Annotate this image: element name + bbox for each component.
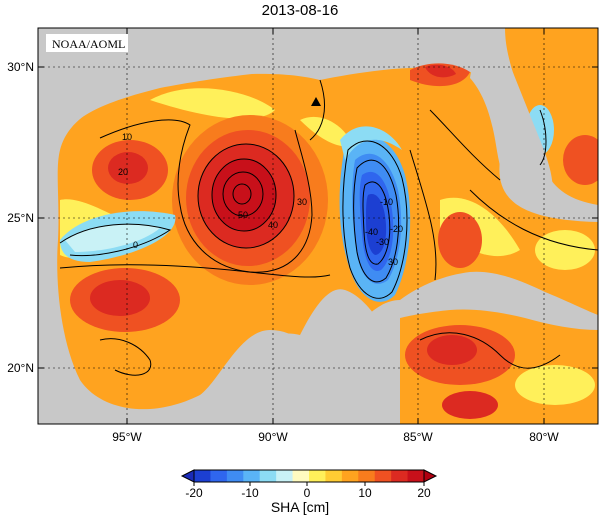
yellow-band-loop (300, 116, 352, 147)
contour-label: -40 (365, 227, 378, 237)
contour-lines (59, 79, 598, 376)
warm-eddy-west-core (108, 152, 148, 184)
contour-label: 30 (388, 257, 398, 267)
colorbar-segment (309, 470, 326, 482)
warm-atlantic (563, 135, 598, 185)
colorbar-segment (325, 470, 343, 482)
contour-label: 10 (122, 132, 132, 142)
warm-eddy-sw-core (90, 280, 150, 316)
colorbar-segment (407, 470, 425, 482)
lon-label-85w: 85°W (403, 430, 433, 444)
contour-label: -20 (390, 224, 403, 234)
grid-lines (38, 28, 598, 424)
colorbar-segment (243, 470, 261, 482)
contour-label: 0 (133, 240, 138, 250)
colorbar-ticks: -20 -10 0 10 20 (185, 486, 431, 500)
cold-tongue-west-core (65, 224, 160, 252)
map-frame (37, 27, 599, 425)
map-title: 2013-08-16 (261, 2, 339, 19)
ocean-fields: 10 20 30 40 50 0 -10 -20 -30 -40 30 (38, 28, 598, 424)
colorbar-segment (194, 470, 211, 482)
colorbar-segment (210, 470, 228, 482)
lat-label-25n: 25°N (7, 211, 34, 225)
contour-label: -10 (380, 197, 393, 207)
red-spot-ne (425, 64, 456, 78)
colorbar-tick: 0 (304, 486, 311, 500)
credit-box: NOAA/AOML (46, 34, 128, 52)
contour-label: 20 (118, 167, 128, 177)
mexico-coast (38, 180, 400, 424)
colorbar-segment (341, 470, 359, 482)
warm-east-carib (438, 212, 482, 268)
colorbar-segment (391, 470, 409, 482)
tick-marks (38, 28, 598, 424)
cold-ring-light (340, 126, 402, 160)
yellow-carib (515, 365, 595, 405)
contour-label: -30 (376, 237, 389, 247)
cuba (400, 271, 598, 330)
colorbar-min-arrow (180, 469, 195, 483)
florida-peninsula (470, 28, 553, 211)
colorbar-tick: 20 (417, 486, 431, 500)
lon-label-80w: 80°W (529, 430, 559, 444)
bahamas (560, 198, 585, 213)
colorbar-label: SHA [cm] (270, 499, 330, 515)
colorbar-tick: 10 (358, 486, 372, 500)
colorbar-frame (193, 469, 425, 483)
lon-label-95w: 95°W (112, 430, 142, 444)
colorbar-segment (374, 470, 392, 482)
cold-eddy-center (366, 194, 387, 255)
yellow-band-north (150, 88, 275, 119)
colorbar-max-arrow (423, 469, 438, 483)
lat-label-20n: 20°N (7, 361, 34, 375)
warm-carib-2 (442, 391, 498, 419)
colorbar-tick: -10 (241, 486, 259, 500)
colorbar-segment (259, 470, 277, 482)
colorbar-segment (276, 470, 294, 482)
yucatan (300, 289, 385, 353)
us-gulf-coast (38, 28, 505, 180)
credit-label: NOAA/AOML (52, 37, 125, 51)
buoy-marker-triangle (311, 97, 321, 106)
colorbar (180, 469, 438, 486)
colorbar-segment (292, 470, 310, 482)
colorbar-segment (358, 470, 376, 482)
contour-label: 30 (297, 197, 307, 207)
lat-label-30n: 30°N (7, 60, 34, 74)
contour-label: 50 (238, 210, 248, 220)
warm-eddy-center (212, 159, 276, 231)
warm-carib-1-core (427, 335, 477, 365)
colorbar-tick: -20 (185, 486, 203, 500)
lon-label-90w: 90°W (258, 430, 288, 444)
colorbar-segment (226, 470, 244, 482)
